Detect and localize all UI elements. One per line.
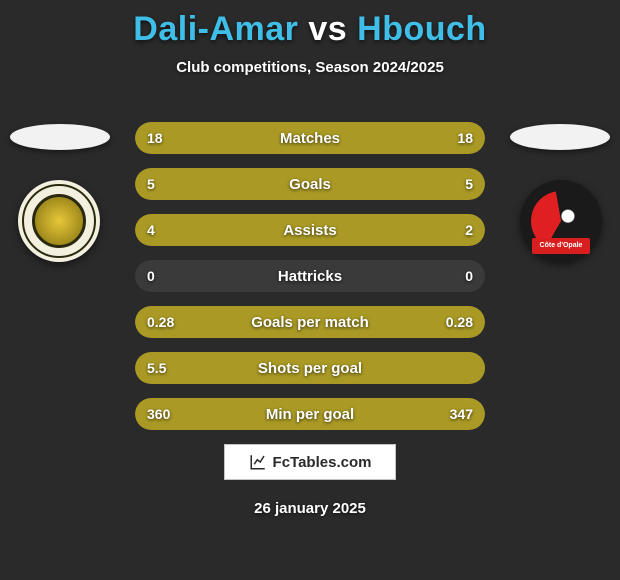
stat-row: 42Assists: [135, 214, 485, 246]
stat-fill-right: [368, 214, 485, 246]
stat-row: 0.280.28Goals per match: [135, 306, 485, 338]
title-sep: vs: [308, 10, 347, 48]
stat-fill-right: [313, 398, 485, 430]
chart-icon: [249, 453, 267, 471]
stat-fill-left: [135, 168, 310, 200]
stat-row: 360347Min per goal: [135, 398, 485, 430]
subtitle: Club competitions, Season 2024/2025: [0, 59, 620, 76]
stat-fill-right: [310, 122, 485, 154]
country-flag-right: [510, 124, 610, 150]
brand-badge: FcTables.com: [224, 444, 396, 480]
date-text: 26 january 2025: [0, 500, 620, 517]
stat-fill-left: [135, 352, 485, 384]
page-title: Dali-Amar vs Hbouch: [0, 10, 620, 49]
brand-text: FcTables.com: [273, 454, 372, 471]
stat-fill-right: [310, 168, 485, 200]
stat-fill-left: [135, 306, 310, 338]
club-crest-right-band: Côte d'Opale: [532, 238, 590, 254]
stat-row-track: [135, 260, 485, 292]
stats-rows: 1818Matches 55Goals 42Assists 00Hattricks 0.…: [135, 122, 485, 444]
stat-row: 55Goals: [135, 168, 485, 200]
stat-row: 5.5Shots per goal: [135, 352, 485, 384]
country-flag-left: [10, 124, 110, 150]
stat-row: 1818Matches: [135, 122, 485, 154]
stat-fill-left: [135, 214, 368, 246]
comparison-card: Dali-Amar vs Hbouch Club competitions, S…: [0, 0, 620, 580]
club-crest-right: Côte d'Opale: [520, 180, 602, 262]
club-crest-left-ring: [22, 184, 96, 258]
stat-row: 00Hattricks: [135, 260, 485, 292]
stat-fill-left: [135, 122, 310, 154]
title-left: Dali-Amar: [133, 10, 298, 48]
club-crest-left: [18, 180, 100, 262]
stat-fill-left: [135, 398, 313, 430]
stat-fill-right: [310, 306, 485, 338]
title-right: Hbouch: [357, 10, 487, 48]
